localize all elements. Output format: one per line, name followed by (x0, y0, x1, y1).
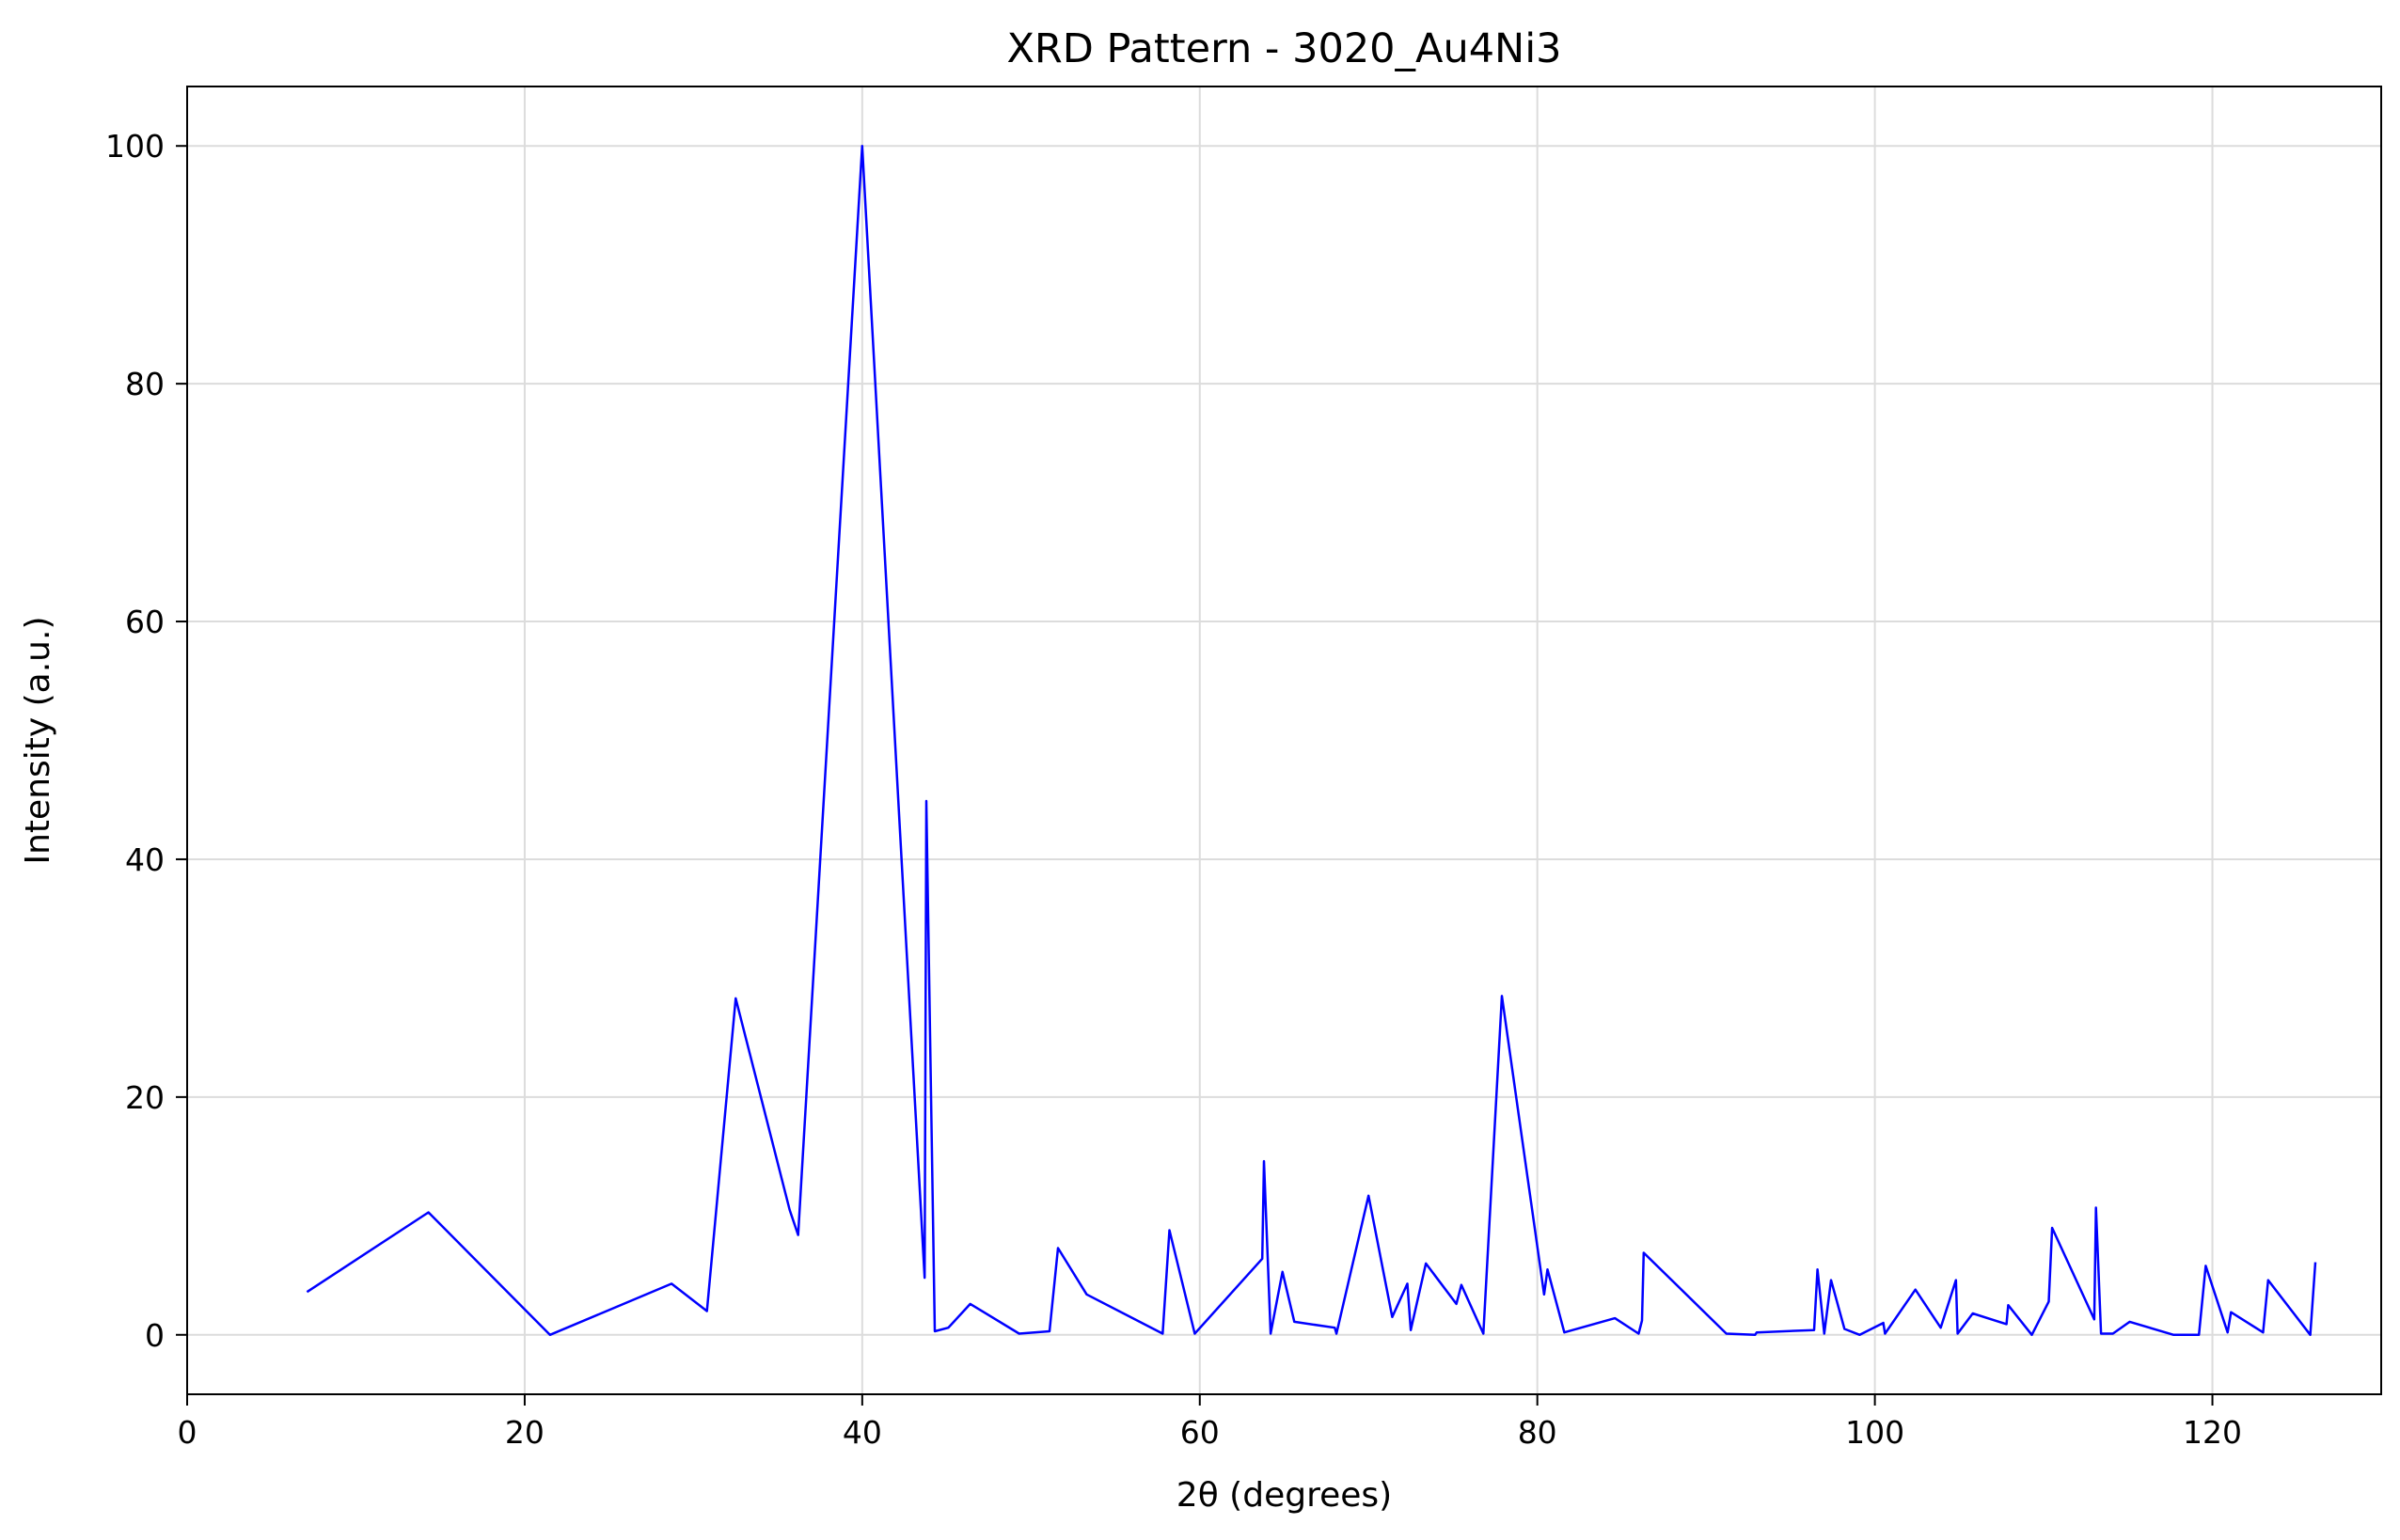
series-line (306, 144, 2317, 1337)
chart-title: XRD Pattern - 3020_Au4Ni3 (1006, 25, 1561, 72)
x-tick-label: 20 (505, 1414, 545, 1451)
x-tick-label: 40 (843, 1414, 882, 1451)
y-tick-label: 40 (125, 841, 165, 878)
y-tick-label: 60 (125, 604, 165, 640)
x-tick-label: 80 (1518, 1414, 1557, 1451)
series-layer (306, 144, 2317, 1337)
x-tick-label: 0 (178, 1414, 197, 1451)
plot-frame (186, 86, 2382, 1395)
y-tick-label: 100 (105, 128, 165, 165)
tick-layer: 0 20 40 60 80 100 120 0 20 40 60 80 100 (105, 128, 2242, 1451)
y-tick-label: 80 (125, 366, 165, 402)
y-axis-label: Intensity (a.u.) (19, 617, 57, 865)
y-tick-label: 0 (145, 1317, 165, 1354)
x-axis-label: 2θ (degrees) (1176, 1476, 1392, 1515)
x-tick-label: 120 (2183, 1414, 2242, 1451)
y-tick-label: 20 (125, 1079, 165, 1116)
x-tick-label: 100 (1845, 1414, 1904, 1451)
x-tick-label: 60 (1180, 1414, 1220, 1451)
